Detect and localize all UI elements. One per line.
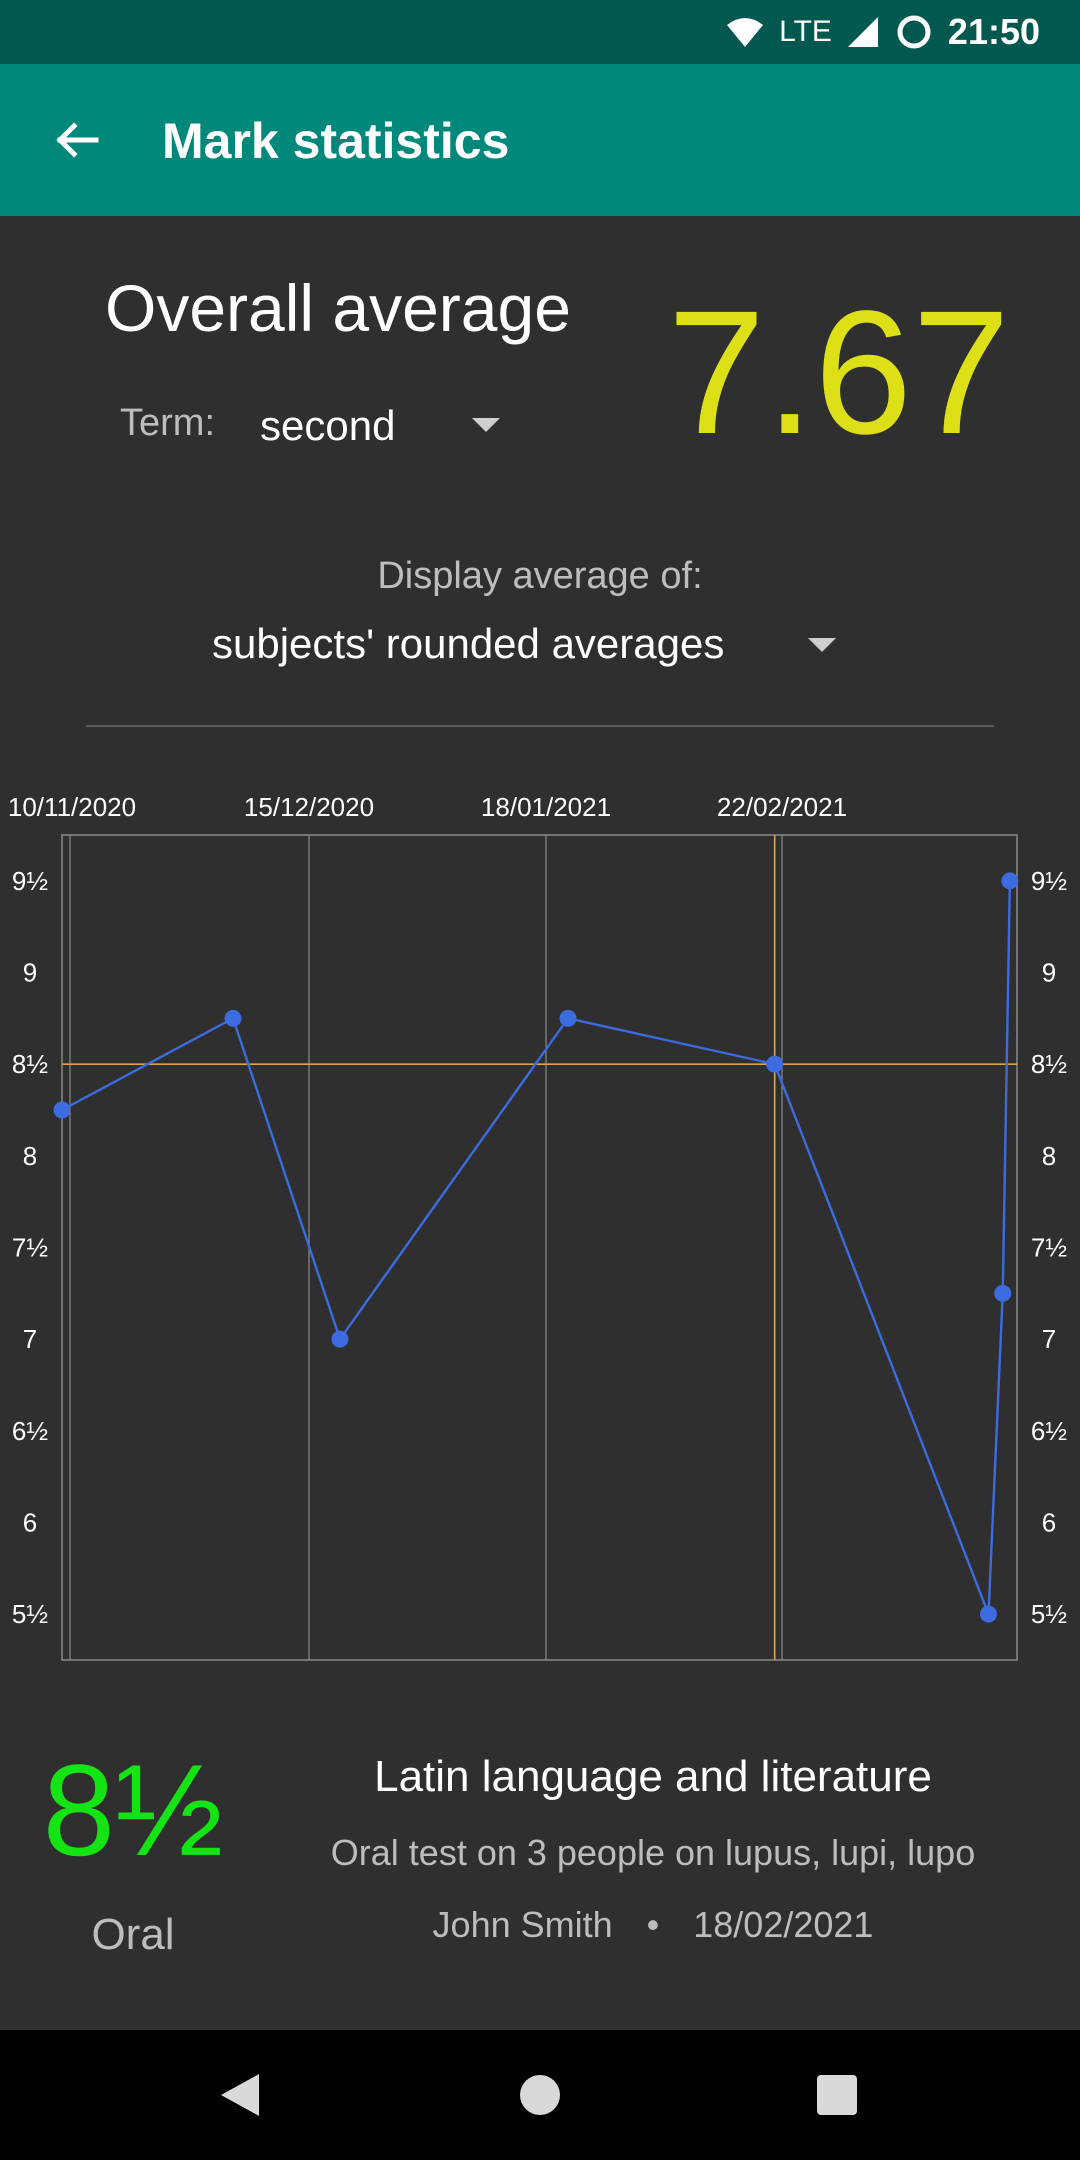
y-tick-label-left: 9 [23,958,37,988]
average-of-selected-value: subjects' rounded averages [212,620,725,667]
y-tick-label-left: 6½ [12,1416,48,1446]
term-selected-value: second [260,402,396,449]
x-tick-label: 18/01/2021 [481,792,611,822]
average-of-dropdown[interactable]: subjects' rounded averages [190,610,870,680]
y-tick-label-right: 9 [1042,958,1056,988]
arrow-back-icon [56,122,99,158]
series-line [61,880,1012,1615]
average-of-label: Display average of: [377,555,703,597]
chart-frame [61,834,1018,1661]
data-point [979,1605,997,1623]
y-tick-label-right: 6 [1042,1508,1056,1538]
y-tick-label-right: 5½ [1031,1599,1067,1629]
x-tick-label: 22/02/2021 [717,792,847,822]
marks-chart[interactable]: 10/11/2020 15/12/2020 18/01/2021 22/02/2021… [0,780,1080,1680]
y-tick-label-left: 8 [23,1141,37,1171]
selected-mark-type: Oral [91,1910,175,1959]
selected-mark-description: Oral test on 3 people on lupus, lupi, lu… [330,1832,976,1873]
overall-average-title: Overall average [105,271,571,345]
term-dropdown[interactable]: second [240,380,520,470]
data-point [331,1330,349,1348]
meta-separator: • [646,1904,660,1945]
y-tick-label-right: 7 [1042,1324,1056,1354]
clock: 21:50 [947,11,1040,52]
overall-average-value: 7.67 [667,275,1010,471]
y-tick-label-left: 7½ [12,1233,48,1263]
nav-back-button[interactable] [200,2055,280,2135]
term-label: Term: [120,402,215,444]
marks-line-chart[interactable]: 10/11/2020 15/12/2020 18/01/2021 22/02/2021… [0,780,1080,1680]
data-point [559,1009,577,1027]
page-title: Mark statistics [162,113,510,169]
system-nav-bar [0,2030,1080,2160]
y-tick-label-right: 8½ [1031,1049,1067,1079]
y-tick-label-right: 9½ [1031,866,1067,896]
y-tick-label-left: 9½ [12,866,48,896]
nav-home-icon [520,2075,560,2115]
y-tick-label-left: 7 [23,1324,37,1354]
y-tick-label-left: 5½ [12,1599,48,1629]
data-point [224,1009,242,1027]
dropdown-arrow-icon [472,418,500,432]
nav-recents-button[interactable] [797,2055,877,2135]
y-tick-label-left: 6 [23,1508,37,1538]
data-point [994,1284,1012,1302]
selected-mark-value: 8½ [42,1737,224,1883]
app-bar: Mark statistics [0,64,1080,216]
back-button[interactable] [40,104,112,176]
wifi-icon [727,18,764,47]
selected-mark-subject: Latin language and literature [374,1752,932,1801]
nav-home-button[interactable] [500,2055,580,2135]
y-tick-label-right: 8 [1042,1141,1056,1171]
x-tick-label: 15/12/2020 [244,792,374,822]
data-point [1001,872,1019,890]
dropdown-arrow-icon [808,638,836,652]
data-point [53,1101,71,1119]
network-type: LTE [779,15,832,48]
y-tick-label-right: 6½ [1031,1416,1067,1446]
y-tick-label-left: 8½ [12,1049,48,1079]
nav-recents-icon [817,2075,857,2115]
selected-mark-meta: John Smith • 18/02/2021 [300,1904,1006,1946]
x-tick-label: 10/11/2020 [8,792,136,822]
data-point [766,1055,784,1073]
nav-back-icon [221,2074,259,2116]
y-tick-label-right: 7½ [1031,1233,1067,1263]
selected-mark-teacher: John Smith [432,1904,613,1945]
status-bar: LTE 21:50 [0,0,1080,64]
divider [86,725,994,727]
selected-mark-date: 18/02/2021 [693,1904,874,1945]
signal-icon [847,17,878,47]
sync-status-icon [897,15,931,49]
